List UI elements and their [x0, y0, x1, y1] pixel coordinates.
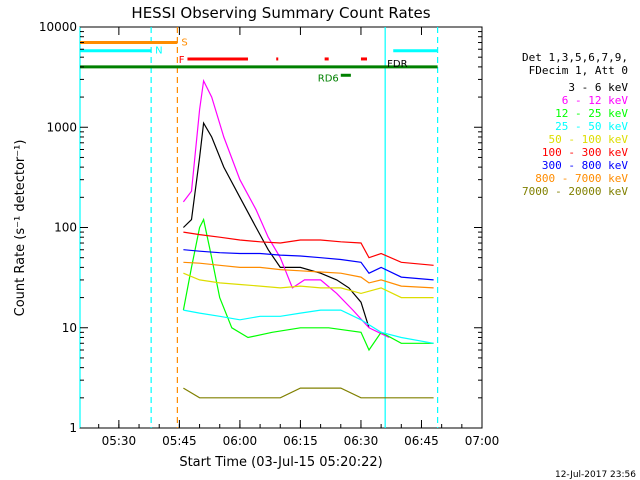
- series-line-5: [183, 231, 434, 266]
- x-axis-ticks: 05:30 05:45 06:00 06:15 06:30 06:45 07:00: [98, 27, 500, 448]
- legend-item-3: 25 - 50 keV: [555, 120, 628, 133]
- flag-label-fdr: FDR: [387, 59, 407, 70]
- chart-title: HESSI Observing Summary Count Rates: [131, 4, 430, 22]
- x-tick-label-5: 06:45: [404, 434, 439, 448]
- legend-item-8: 7000 - 20000 keV: [522, 185, 628, 198]
- plot-frame: [79, 26, 483, 429]
- series-line-7: [183, 261, 434, 289]
- x-tick-label-2: 06:00: [223, 434, 258, 448]
- x-tick-label-4: 06:30: [344, 434, 379, 448]
- series-line-6: [183, 249, 434, 281]
- y-tick-label-1: 10: [62, 321, 77, 335]
- status-flags: S N F RD6 FDR: [80, 38, 438, 84]
- flag-label-rd6: RD6: [318, 73, 339, 84]
- legend-item-4: 50 - 100 keV: [549, 133, 629, 146]
- x-tick-label-6: 07:00: [465, 434, 500, 448]
- x-tick-label-1: 05:45: [162, 434, 197, 448]
- legend-item-0: 3 - 6 keV: [568, 81, 628, 94]
- data-series: [182, 78, 434, 399]
- legend: Det 1,3,5,6,7,9,FDecim 1, Att 0 3 - 6 keV…: [522, 51, 628, 198]
- series-line-0: [182, 121, 370, 328]
- legend-item-6: 300 - 800 keV: [542, 159, 628, 172]
- series-line-4: [183, 272, 434, 299]
- legend-item-7: 800 - 7000 keV: [535, 172, 628, 185]
- series-line-8: [183, 387, 434, 399]
- legend-item-1: 6 - 12 keV: [562, 94, 629, 107]
- vertical-markers: [79, 27, 439, 428]
- flag-label-n: N: [155, 46, 162, 57]
- x-tick-label-0: 05:30: [102, 434, 137, 448]
- flag-label-f: F: [179, 55, 185, 66]
- series-line-2: [182, 217, 434, 352]
- x-tick-label-3: 06:15: [283, 434, 318, 448]
- y-tick-label-2: 100: [54, 221, 77, 235]
- y-axis-ticks: 1 10 100 1000 10000: [39, 20, 482, 435]
- y-tick-label-3: 1000: [46, 120, 77, 134]
- timestamp: 12-Jul-2017 23:56: [555, 470, 636, 480]
- flag-label-s: S: [181, 38, 187, 49]
- y-axis-label: Count Rate (s⁻¹ detector⁻¹): [13, 140, 28, 317]
- x-axis-label: Start Time (03-Jul-15 05:20:22): [179, 455, 382, 470]
- y-tick-label-4: 10000: [39, 20, 77, 34]
- series-line-3: [183, 309, 434, 344]
- legend-header-0: Det 1,3,5,6,7,9,: [522, 51, 628, 64]
- series-line-1: [182, 78, 390, 339]
- legend-item-2: 12 - 25 keV: [555, 107, 628, 120]
- legend-header-1: FDecim 1, Att 0: [529, 64, 628, 77]
- legend-item-5: 100 - 300 keV: [542, 146, 628, 159]
- y-tick-label-0: 1: [69, 421, 77, 435]
